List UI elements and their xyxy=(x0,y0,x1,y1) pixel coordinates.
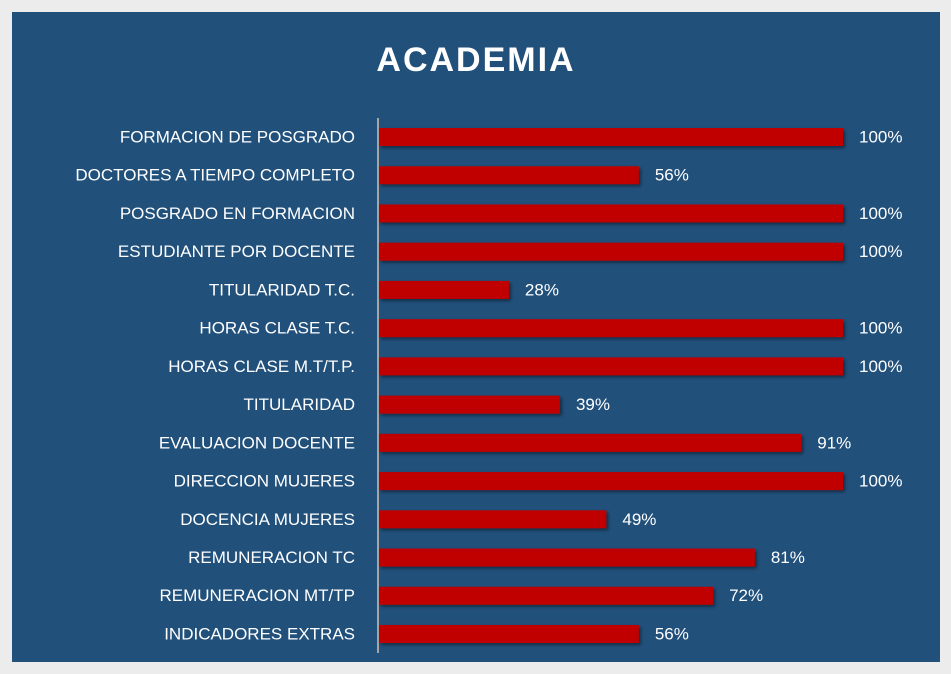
bar xyxy=(379,166,639,185)
value-label: 39% xyxy=(576,395,610,414)
value-label: 72% xyxy=(729,586,763,605)
bar xyxy=(379,242,843,261)
category-label: HORAS CLASE T.C. xyxy=(199,319,355,338)
value-label: 49% xyxy=(622,510,656,529)
category-label: ESTUDIANTE POR DOCENTE xyxy=(118,242,355,261)
value-label: 100% xyxy=(859,472,902,491)
category-label: EVALUACION DOCENTE xyxy=(159,433,355,452)
category-label: INDICADORES EXTRAS xyxy=(164,624,355,643)
bar xyxy=(379,280,509,299)
value-label: 81% xyxy=(771,548,805,567)
category-label: TITULARIDAD T.C. xyxy=(209,280,355,299)
value-label: 91% xyxy=(817,433,851,452)
bar xyxy=(379,319,843,338)
value-label: 100% xyxy=(859,127,902,146)
bar xyxy=(379,357,843,376)
bar xyxy=(379,624,639,643)
value-label: 56% xyxy=(655,166,689,185)
bar xyxy=(379,548,755,567)
bar xyxy=(379,433,802,452)
value-label: 28% xyxy=(525,280,559,299)
category-label: FORMACION DE POSGRADO xyxy=(120,127,355,146)
bar xyxy=(379,204,843,223)
value-label: 100% xyxy=(859,204,902,223)
category-label: DOCENCIA MUJERES xyxy=(180,510,355,529)
chart-title: ACADEMIA xyxy=(376,41,575,79)
value-label: 56% xyxy=(655,624,689,643)
category-label: DIRECCION MUJERES xyxy=(174,472,355,491)
category-label: TITULARIDAD xyxy=(244,395,355,414)
category-label: HORAS CLASE M.T/T.P. xyxy=(168,357,355,376)
bar xyxy=(379,586,714,605)
value-label: 100% xyxy=(859,242,902,261)
category-label: DOCTORES A TIEMPO COMPLETO xyxy=(75,166,355,185)
bar xyxy=(379,128,843,146)
category-label: REMUNERACION MT/TP xyxy=(160,586,356,605)
value-label: 100% xyxy=(859,357,902,376)
category-label: REMUNERACION TC xyxy=(188,548,355,567)
category-label: POSGRADO EN FORMACION xyxy=(120,204,355,223)
value-label: 100% xyxy=(859,319,902,338)
bar xyxy=(379,472,843,491)
bar xyxy=(379,395,560,414)
bar xyxy=(379,510,607,529)
